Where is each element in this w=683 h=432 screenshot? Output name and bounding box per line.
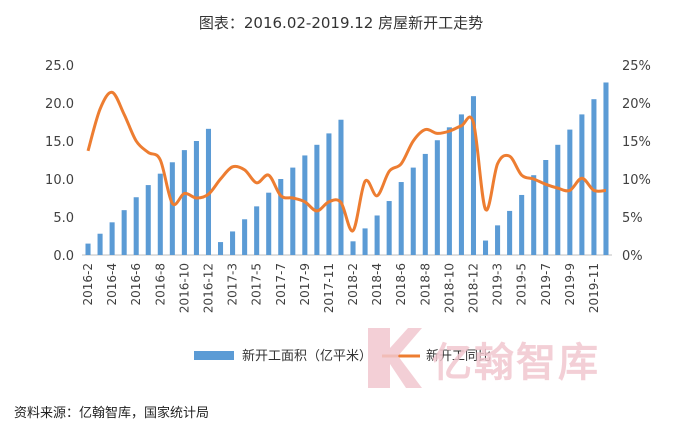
y-right-axis: 0% 5% 10% 15% 20% 25% bbox=[622, 59, 651, 264]
bar-2019-11 bbox=[591, 99, 597, 255]
bar-2018-5 bbox=[386, 201, 392, 255]
x-tick-label: 2017-3 bbox=[226, 263, 240, 306]
bar-2019-8 bbox=[555, 144, 561, 255]
bar-2016-4 bbox=[109, 222, 115, 255]
bar-2016-8 bbox=[157, 173, 163, 255]
legend: 新开工面积（亿平米） 新开工同比 bbox=[194, 348, 491, 364]
y-left-tick-label: 0.0 bbox=[53, 249, 74, 264]
bar-2019-12 bbox=[603, 82, 609, 255]
bar-2019-4 bbox=[507, 210, 513, 255]
x-tick-label: 2017-7 bbox=[274, 263, 288, 306]
bar-2016-10 bbox=[181, 150, 187, 255]
bar-2017-6 bbox=[266, 192, 272, 255]
x-tick-label: 2018-4 bbox=[370, 263, 384, 306]
y-right-tick-label: 5% bbox=[622, 211, 643, 226]
bar-2017-7 bbox=[278, 179, 284, 255]
x-tick-label: 2017-5 bbox=[250, 263, 264, 306]
y-right-tick-label: 0% bbox=[622, 249, 643, 264]
bar-2019-5 bbox=[519, 194, 525, 255]
x-tick-label: 2018-2 bbox=[346, 263, 360, 306]
y-left-tick-label: 20.0 bbox=[45, 97, 74, 112]
legend-bar-label: 新开工面积（亿平米） bbox=[242, 348, 372, 364]
x-tick-label: 2019-7 bbox=[539, 263, 553, 306]
y-left-axis: 0.0 5.0 10.0 15.0 20.0 25.0 bbox=[45, 59, 74, 264]
y-right-tick-label: 20% bbox=[622, 97, 651, 112]
y-right-tick-label: 25% bbox=[622, 59, 651, 74]
x-tick-label: 2018-10 bbox=[442, 263, 456, 313]
bar-2018-11 bbox=[458, 114, 464, 256]
bar-2019-6 bbox=[531, 175, 537, 255]
x-tick-label: 2016-4 bbox=[105, 263, 119, 306]
bar-2018-4 bbox=[374, 215, 380, 255]
x-tick-label: 2016-10 bbox=[177, 263, 191, 313]
x-tick-label: 2016-6 bbox=[129, 263, 143, 306]
bar-2017-2 bbox=[217, 242, 224, 255]
y-left-tick-label: 5.0 bbox=[53, 211, 74, 226]
bar-2017-10 bbox=[314, 144, 320, 255]
bar-2017-11 bbox=[326, 133, 332, 255]
bar-2019-3 bbox=[495, 225, 501, 255]
bar-2016-3 bbox=[97, 233, 103, 255]
line-series-group bbox=[86, 90, 607, 233]
bar-2018-3 bbox=[362, 228, 368, 255]
x-tick-label: 2019-3 bbox=[491, 263, 505, 306]
watermark: 亿翰智库 bbox=[360, 318, 670, 398]
bar-2019-2 bbox=[482, 240, 489, 255]
x-tick-label: 2019-11 bbox=[587, 263, 601, 313]
bar-2016-6 bbox=[133, 197, 139, 255]
bar-2017-9 bbox=[302, 155, 308, 255]
x-tick-label: 2016-2 bbox=[81, 263, 95, 306]
x-tick-label: 2018-8 bbox=[418, 263, 432, 306]
y-right-tick-label: 15% bbox=[622, 135, 651, 150]
y-left-tick-label: 15.0 bbox=[45, 135, 74, 150]
x-tick-label: 2018-6 bbox=[394, 263, 408, 306]
source-note: 资料来源：亿翰智库，国家统计局 bbox=[14, 406, 210, 421]
watermark-text: 亿翰智库 bbox=[432, 340, 600, 386]
bar-2016-7 bbox=[145, 185, 151, 255]
bar-2018-10 bbox=[446, 127, 452, 255]
x-tick-label: 2019-9 bbox=[563, 263, 577, 306]
y-right-tick-label: 10% bbox=[622, 173, 651, 188]
bar-2017-4 bbox=[242, 219, 248, 255]
bar-2019-9 bbox=[567, 129, 573, 255]
watermark-logo-icon bbox=[368, 328, 422, 388]
bar-2019-10 bbox=[579, 114, 585, 256]
bar-2018-2 bbox=[350, 241, 356, 255]
legend-line-label: 新开工同比 bbox=[426, 348, 491, 364]
bar-2017-12 bbox=[338, 119, 344, 255]
bar-2018-12 bbox=[470, 96, 477, 255]
bar-2019-7 bbox=[543, 160, 549, 255]
bar-2017-8 bbox=[290, 167, 296, 255]
x-tick-label: 2016-12 bbox=[201, 263, 215, 313]
bar-2016-2 bbox=[85, 243, 91, 255]
x-tick-label: 2017-9 bbox=[298, 263, 312, 306]
x-tick-label: 2018-12 bbox=[466, 263, 480, 313]
legend-bar-swatch bbox=[194, 351, 234, 360]
x-tick-label: 2016-8 bbox=[153, 263, 167, 306]
x-tick-label: 2019-5 bbox=[515, 263, 529, 306]
bar-series bbox=[85, 82, 609, 256]
x-axis: 2016-2 2016-4 2016-6 2016-8 2016-10 2016-12 20… bbox=[81, 263, 601, 313]
bar-2018-9 bbox=[434, 140, 440, 255]
y-left-tick-label: 25.0 bbox=[45, 59, 74, 74]
bar-2017-5 bbox=[254, 206, 260, 255]
y-left-tick-label: 10.0 bbox=[45, 173, 74, 188]
bar-2017-3 bbox=[230, 231, 236, 255]
bar-2018-8 bbox=[422, 153, 428, 255]
chart-title: 图表：2016.02-2019.12 房屋新开工走势 bbox=[199, 14, 483, 32]
bar-2018-6 bbox=[398, 182, 404, 255]
line-series bbox=[86, 90, 607, 233]
bar-2016-12 bbox=[205, 128, 212, 255]
x-tick-label: 2017-11 bbox=[322, 263, 336, 313]
bar-2016-9 bbox=[169, 162, 175, 255]
bar-2018-7 bbox=[410, 167, 416, 255]
bar-2016-5 bbox=[121, 210, 127, 255]
